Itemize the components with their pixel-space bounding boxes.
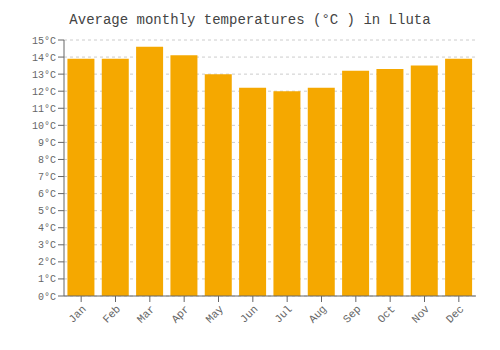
svg-text:1°C: 1°C bbox=[38, 274, 56, 285]
svg-text:Nov: Nov bbox=[410, 303, 433, 326]
svg-text:11°C: 11°C bbox=[32, 104, 56, 115]
svg-text:6°C: 6°C bbox=[38, 189, 56, 200]
svg-text:Aug: Aug bbox=[307, 303, 329, 325]
svg-text:4°C: 4°C bbox=[38, 223, 56, 234]
svg-text:Sep: Sep bbox=[341, 303, 363, 325]
html-text:Average monthly temperatures (: Average monthly temperatures (°C ) in Ll… bbox=[69, 12, 431, 28]
svg-text:8°C: 8°C bbox=[38, 155, 56, 166]
svg-text:Dec: Dec bbox=[444, 303, 466, 325]
svg-text:Oct: Oct bbox=[375, 303, 397, 325]
svg-text:14°C: 14°C bbox=[32, 53, 56, 64]
svg-text:Feb: Feb bbox=[101, 303, 123, 325]
svg-text:13°C: 13°C bbox=[32, 70, 56, 81]
svg-text:3°C: 3°C bbox=[38, 240, 56, 251]
svg-text:2°C: 2°C bbox=[38, 257, 56, 268]
svg-text:Jul: Jul bbox=[272, 303, 294, 325]
svg-text:Jun: Jun bbox=[238, 303, 260, 325]
svg-text:9°C: 9°C bbox=[38, 138, 56, 149]
svg-text:12°C: 12°C bbox=[32, 87, 56, 98]
svg-text:Mar: Mar bbox=[135, 303, 157, 325]
svg-text:Jan: Jan bbox=[66, 303, 88, 325]
svg-text:15°C: 15°C bbox=[32, 36, 56, 47]
svg-text:10°C: 10°C bbox=[32, 121, 56, 132]
svg-text:0°C: 0°C bbox=[38, 292, 56, 303]
svg-text:Apr: Apr bbox=[169, 303, 191, 325]
svg-text:May: May bbox=[204, 303, 227, 326]
svg-text:7°C: 7°C bbox=[38, 172, 56, 183]
svg-text:5°C: 5°C bbox=[38, 206, 56, 217]
